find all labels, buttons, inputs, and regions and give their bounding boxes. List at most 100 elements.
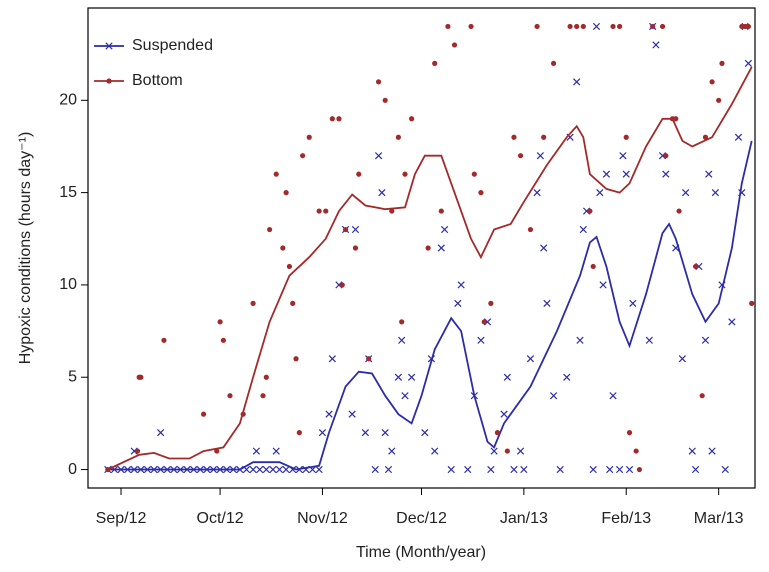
data-point [540, 244, 548, 252]
data-point [623, 134, 629, 140]
plot-frame [87, 7, 756, 489]
data-point [744, 59, 753, 68]
data-point [437, 244, 445, 252]
data-point [709, 79, 715, 85]
data-point [619, 152, 627, 160]
data-point [615, 465, 624, 474]
data-point [592, 22, 601, 31]
data-point [273, 171, 279, 177]
data-point [471, 171, 477, 177]
data-point [702, 134, 709, 140]
data-point [617, 23, 623, 30]
data-point [500, 410, 508, 418]
y-tick-label: 15 [59, 184, 77, 201]
legend-marker [105, 42, 113, 50]
y-tick-label: 10 [59, 276, 77, 293]
legend-label: Bottom [132, 72, 183, 89]
data-point [375, 79, 382, 85]
data-point [516, 447, 525, 455]
trend-line [107, 66, 753, 471]
data-point [636, 466, 643, 473]
data-point [711, 188, 720, 197]
data-point [520, 465, 528, 474]
data-point [378, 188, 386, 197]
data-point [494, 430, 501, 436]
data-point [342, 226, 349, 233]
data-point [457, 281, 465, 289]
data-point [708, 447, 716, 455]
data-point [526, 355, 535, 363]
data-point [267, 226, 273, 233]
data-point [573, 78, 581, 86]
data-point [282, 465, 290, 474]
data-point [682, 188, 690, 197]
data-point [451, 42, 458, 48]
data-point [138, 374, 144, 380]
y-tick-label: 20 [59, 92, 77, 109]
data-point [719, 60, 725, 66]
data-point [590, 263, 596, 270]
data-point [421, 428, 429, 437]
data-point [662, 170, 670, 178]
data-point [438, 208, 444, 214]
data-point [563, 373, 571, 381]
data-point [543, 299, 551, 308]
data-point [432, 60, 438, 66]
data-point [659, 23, 666, 30]
x-tick-label: Nov/12 [297, 510, 348, 527]
data-point [401, 392, 409, 400]
data-point [275, 465, 284, 474]
data-point [296, 430, 302, 436]
data-point [252, 447, 261, 455]
data-point [356, 171, 362, 177]
data-point [388, 447, 396, 455]
y-tick-label: 5 [68, 368, 77, 385]
data-point [300, 153, 306, 159]
data-point [227, 393, 233, 399]
data-point [477, 336, 485, 344]
data-point [587, 208, 593, 214]
data-point [318, 428, 327, 437]
data-point [323, 208, 329, 214]
data-point [504, 448, 510, 454]
data-point [250, 300, 256, 306]
data-point [652, 41, 660, 49]
data-point [157, 428, 165, 437]
data-point [447, 465, 455, 474]
data-point [328, 355, 336, 363]
data-point [678, 355, 686, 363]
data-point [329, 116, 335, 122]
data-point [425, 245, 431, 251]
data-point [645, 336, 653, 344]
data-point [468, 23, 474, 30]
data-point [517, 153, 524, 159]
data-point [721, 465, 729, 474]
data-point [574, 23, 580, 30]
data-point [633, 448, 639, 454]
data-point [527, 226, 534, 233]
data-point [576, 336, 584, 344]
data-point [260, 393, 266, 399]
data-point [749, 300, 755, 306]
data-point [589, 465, 597, 474]
data-point [249, 465, 257, 474]
data-point [398, 336, 406, 344]
data-point [692, 263, 699, 270]
data-point [490, 447, 498, 455]
data-point [336, 116, 342, 122]
data-point [699, 393, 705, 399]
data-point [549, 392, 558, 400]
data-point [454, 299, 462, 308]
data-point [220, 337, 226, 343]
x-tick-label: Dec/12 [396, 510, 447, 527]
data-point [290, 300, 296, 306]
data-point [676, 208, 682, 214]
data-point [533, 188, 541, 197]
data-point [200, 411, 207, 417]
data-point [374, 152, 383, 160]
x-axis-label: Time (Month/year) [356, 544, 486, 561]
data-point [536, 152, 544, 160]
data-point [272, 447, 280, 455]
